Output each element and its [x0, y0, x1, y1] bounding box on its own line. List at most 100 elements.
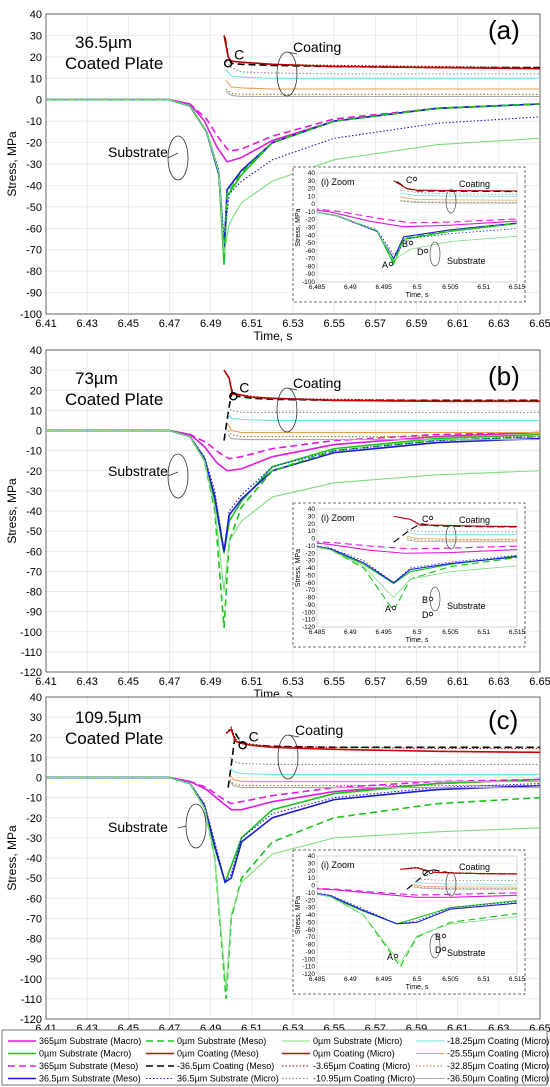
legend-entry: -10.95µm Coating (Micro) — [313, 1074, 415, 1084]
inset-y-tick-label: -50 — [306, 919, 316, 926]
inset-point-d-label: D — [435, 945, 442, 955]
inset-y-tick-label: -90 — [306, 602, 316, 609]
inset-y-tick-label: 20 — [308, 521, 316, 528]
inset-series-line — [317, 893, 517, 968]
coating-label: Coating — [295, 722, 343, 738]
series-line-0-m-coating-meso- — [225, 727, 540, 754]
y-tick-label: -60 — [26, 223, 42, 235]
y-tick-label: -30 — [26, 833, 42, 845]
y-tick-label: 40 — [30, 345, 42, 357]
inset-y-tick-label: 0 — [311, 883, 315, 890]
inset-x-tick-label: 6.495 — [376, 976, 393, 983]
y-tick-label: -100 — [20, 974, 42, 986]
y-tick-label: 10 — [30, 752, 42, 764]
inset-series-line — [317, 209, 517, 228]
inset-series-line — [400, 866, 517, 875]
inset-y-tick-label: 0 — [311, 201, 315, 208]
inset-coating-ellipse — [445, 188, 457, 214]
inset-x-tick-label: 6.5 — [412, 629, 421, 636]
inset-y-tick-label: -40 — [306, 565, 316, 572]
x-tick-label: 6.45 — [118, 676, 139, 688]
chart-panel-2: 6.41 6.43 6.45 6.47 6.49 6.51 6.53 6.55 6.57 6.59… — [5, 692, 550, 1048]
inset-y-tick-label: -110 — [302, 617, 315, 624]
x-tick-label: 6.57 — [365, 676, 386, 688]
legend-entry: -32.85µm Coating (Micro) — [447, 1061, 549, 1071]
y-tick-label: -60 — [26, 546, 42, 558]
inset-coating-label: Coating — [459, 862, 490, 872]
inset-x-tick-label: 6.485 — [309, 976, 326, 983]
x-tick-label: 6.51 — [241, 318, 262, 330]
x-tick-label: 6.63 — [488, 318, 509, 330]
y-tick-label: -100 — [20, 309, 42, 321]
inset-y-tick-label: 30 — [308, 178, 316, 185]
legend-entry: 0µm Coating (Meso) — [177, 1049, 259, 1059]
series-line--18-25-m-coating-micro- — [229, 767, 540, 776]
inset-series-line — [317, 211, 517, 264]
inset-coating-label: Coating — [459, 179, 490, 189]
inset-point-d-marker — [441, 946, 447, 952]
series-line--36-50-m-coating-micro- — [229, 781, 540, 789]
x-tick-label: 6.53 — [282, 676, 303, 688]
panel-letter: (b) — [488, 361, 520, 391]
x-tick-label: 6.47 — [159, 318, 180, 330]
y-tick-label: -90 — [26, 954, 42, 966]
y-tick-label: -60 — [26, 893, 42, 905]
plot-frame — [45, 696, 541, 1020]
inset-series-line — [317, 542, 517, 554]
inset-x-tick-label: 6.505 — [442, 284, 459, 291]
inset-point-a-marker — [393, 953, 399, 959]
x-tick-label: 6.45 — [118, 318, 139, 330]
series-group — [46, 369, 540, 628]
inset-point-b-label: B — [435, 932, 441, 942]
x-tick-label: 6.43 — [76, 676, 97, 688]
series-line-365-m-substrate-meso- — [46, 98, 540, 153]
inset-point-a-label: A — [382, 260, 388, 270]
plate-title: 73µm Coated Plate — [65, 369, 163, 409]
y-tick-label: 30 — [30, 365, 42, 377]
inset-y-tick-label: -70 — [306, 256, 316, 263]
inset-x-tick-label: 6.49 — [344, 976, 357, 983]
inset-series-line — [317, 893, 517, 964]
inset-y-tick-label: -100 — [302, 956, 315, 963]
y-tick-label: -10 — [26, 116, 42, 128]
inset-y-axis-label: Stress, MPa — [295, 549, 302, 587]
inset-series-line — [406, 535, 517, 540]
legend-entry: 36.5µm Substrate (Meso) — [39, 1074, 141, 1084]
inset-y-tick-label: 30 — [308, 513, 316, 520]
point-c-marker — [223, 59, 233, 68]
inset-y-tick-label: 20 — [308, 868, 316, 875]
series-line--18-25-m-coating-micro- — [227, 414, 540, 421]
inset-point-c-label: C — [422, 868, 429, 878]
inset-x-tick-label: 6.51 — [477, 976, 490, 983]
inset-y-tick-label: -80 — [306, 942, 316, 949]
x-axis-label: Time, s — [254, 329, 293, 343]
y-tick-label: -70 — [26, 245, 42, 257]
y-tick-label: 30 — [30, 30, 42, 42]
y-tick-label: 10 — [30, 405, 42, 417]
inset-series-line — [400, 200, 517, 204]
series-group — [46, 726, 540, 999]
inset-series-line — [317, 211, 517, 261]
inset-point-a-label: A — [387, 952, 393, 962]
inset-y-axis-label: Stress, MPa — [295, 208, 302, 246]
inset-point-d-label: D — [417, 247, 424, 257]
inset-y-tick-label: -110 — [302, 964, 315, 971]
inset-y-tick-label: 10 — [308, 193, 316, 200]
y-tick-label: -10 — [26, 793, 42, 805]
inset-y-tick-label: -10 — [306, 890, 316, 897]
inset-y-tick-label: -20 — [306, 550, 316, 557]
inset-x-tick-label: 6.495 — [376, 284, 393, 291]
y-tick-label: -10 — [26, 446, 42, 458]
y-tick-label: -120 — [20, 1014, 42, 1026]
y-tick-label: -100 — [20, 627, 42, 639]
inset-coating-ellipse — [445, 871, 457, 897]
inset-substrate-ellipse — [429, 933, 441, 959]
x-tick-label: 6.53 — [282, 318, 303, 330]
inset-title: (i) Zoom — [321, 860, 355, 870]
inset-series-line — [406, 532, 517, 536]
y-tick-label: -80 — [26, 266, 42, 278]
inset-y-tick-label: 40 — [308, 170, 316, 177]
inset-x-axis-label: Time, s — [406, 637, 429, 644]
x-tick-label: 6.55 — [323, 676, 344, 688]
point-c-label: C — [239, 379, 249, 395]
